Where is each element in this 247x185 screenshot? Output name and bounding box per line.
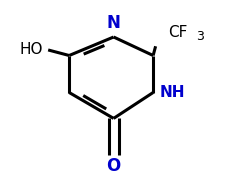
Text: N: N: [107, 14, 121, 32]
Text: NH: NH: [159, 85, 185, 100]
Text: 3: 3: [196, 30, 204, 43]
Text: CF: CF: [168, 25, 187, 40]
Text: O: O: [106, 157, 121, 175]
Text: HO: HO: [20, 42, 43, 58]
